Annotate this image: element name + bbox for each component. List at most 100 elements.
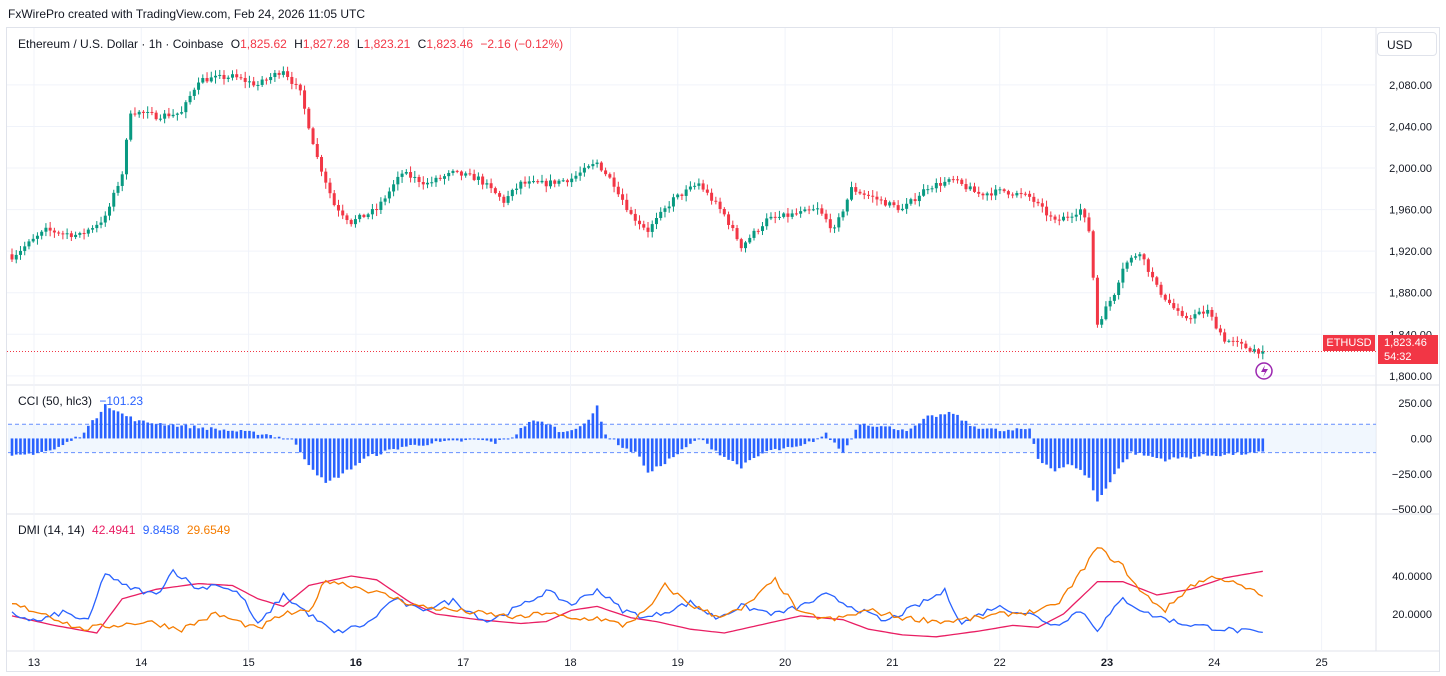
cci-bar [816,438,819,440]
candle [934,178,938,193]
cci-bar [701,438,705,441]
chart-credit: FxWirePro created with TradingView.com, … [8,7,366,21]
candle-body [1057,219,1061,221]
candle-body [298,84,302,91]
cci-bar [1062,438,1065,468]
cci-bar [1159,438,1163,459]
candle [328,178,332,199]
candle [154,110,158,121]
candle-body [379,201,383,211]
candle-body [99,222,103,225]
candle-body [472,173,476,180]
cci-name[interactable]: CCI (50, hlc3) [18,394,93,408]
cci-bar [727,438,730,460]
cci-bar [756,438,760,457]
candle-body [290,76,294,84]
candle [379,197,383,215]
cci-bar [120,413,124,439]
candle [1155,275,1159,288]
candle [650,220,654,238]
candle-body [1176,308,1180,311]
candle [1049,211,1053,221]
candle-body [218,74,222,76]
candle [752,228,756,241]
cci-bar [973,426,976,439]
cci-bar [116,411,120,439]
candle-body [197,82,201,90]
dmi-legend: DMI (14, 14) 42.4941 9.8458 29.6549 [18,523,230,537]
live-update-icon[interactable] [1255,362,1273,380]
candle-body [256,84,260,86]
cci-bar [311,438,315,470]
cci-bar [239,430,243,439]
candle [413,170,417,183]
candle [1257,347,1261,359]
candle [247,75,251,88]
cci-bar [1011,430,1014,439]
cci-bar [892,429,896,439]
candle [1134,253,1138,260]
cci-bar [197,428,200,439]
cci-bar [337,438,340,478]
price-tick-label: 2,080.00 [1389,80,1432,92]
candle-body [40,231,44,236]
candle [557,178,561,187]
candle-body [345,215,349,221]
cci-bar [328,438,332,481]
cci-bar [184,424,188,439]
candle [638,215,642,230]
candle [956,175,960,184]
symbol-label[interactable]: Ethereum / U.S. Dollar · 1h · Coinbase [18,37,224,51]
candle-body [1112,294,1116,301]
live-update-icon-bolt [1261,365,1268,377]
candle-body [1223,332,1227,342]
candle [434,175,438,187]
currency-button[interactable]: USD [1377,32,1437,56]
candle [1104,301,1108,321]
candle [905,198,909,214]
cci-bar [201,427,205,439]
candle-body [1134,256,1138,258]
dmi-name[interactable]: DMI (14, 14) [18,523,85,537]
cci-bar [53,438,56,450]
low-value: 1,823.21 [363,37,411,51]
candle-body [184,102,188,113]
cci-bar [943,414,947,439]
candle [1125,260,1129,272]
candle-body [404,172,408,174]
candle-body [570,178,574,183]
candle [833,224,837,234]
candle [1121,262,1125,289]
candle-body [277,72,281,75]
cci-bar [286,438,289,440]
candle [1053,214,1057,224]
candle [442,173,446,185]
candle [862,190,866,200]
candle-body [951,179,955,181]
candle-body [349,220,353,225]
candle [485,179,489,189]
candle-body [426,182,430,185]
candle [116,181,120,196]
cci-bar [489,438,493,442]
candle-body [905,203,909,209]
cci-bar [447,438,451,441]
cci-bar [1147,438,1150,456]
candle [1214,312,1218,330]
cci-bar [1108,438,1112,483]
cci-bar [633,438,637,452]
candle [612,172,616,193]
candle-body [939,182,943,186]
candle [900,203,904,212]
candle-body [930,188,934,190]
cci-bar [396,438,400,450]
candle [264,77,268,85]
candle [871,190,875,203]
cci-bar [40,438,43,452]
candle-body [31,238,35,242]
candle [1015,190,1019,198]
candle-body [714,200,718,202]
candle-body [129,113,133,140]
candle [235,69,239,81]
